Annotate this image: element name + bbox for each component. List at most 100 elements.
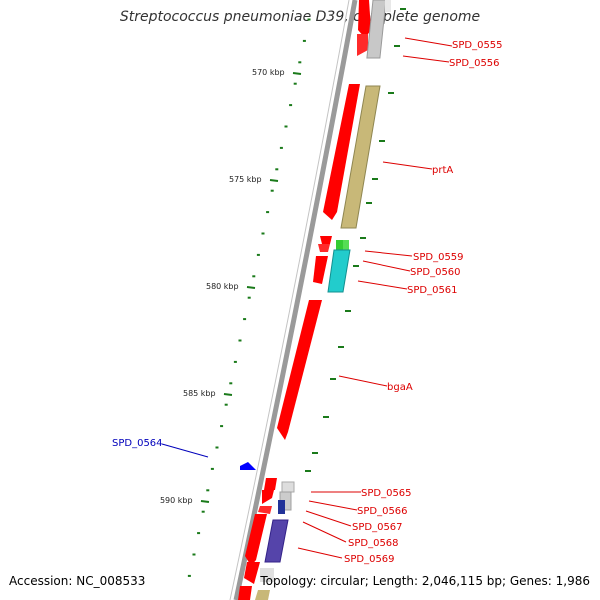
scale-tick-outer	[345, 310, 351, 312]
gene-label-spd-0560[interactable]: SPD_0560	[410, 267, 461, 278]
map-title: Streptococcus pneumoniae D39, complete g…	[119, 9, 481, 25]
scale-tick-minor	[293, 82, 297, 85]
genome-backbone-inner	[229, 0, 350, 600]
scale-tick-outer	[312, 452, 318, 454]
scale-tick-minor	[289, 104, 293, 107]
gene-label-spd-0556[interactable]: SPD_0556	[449, 58, 500, 69]
gene-feature[interactable]	[244, 562, 260, 584]
scale-tick-label: 570 kbp	[252, 68, 285, 77]
gene-feature[interactable]	[281, 481, 295, 493]
scale-tick-minor	[302, 39, 306, 42]
gene-feature[interactable]	[327, 249, 351, 293]
gene-label-spd-0559[interactable]: SPD_0559	[413, 252, 464, 263]
gene-features	[238, 0, 391, 600]
scale-tick-major	[292, 72, 302, 75]
gene-label-spd-0561[interactable]: SPD_0561	[407, 285, 458, 296]
scale-tick-minor	[275, 168, 279, 171]
gene-label-spd-0567[interactable]: SPD_0567	[352, 522, 403, 533]
gene-feature[interactable]	[238, 586, 252, 600]
scale-tick-minor	[243, 318, 247, 321]
scale-tick-major	[200, 500, 210, 503]
scale-tick-minor	[206, 489, 210, 492]
scale-tick-minor	[238, 339, 242, 342]
scale-tick-major	[246, 286, 256, 289]
gene-feature[interactable]	[240, 462, 256, 470]
gene-feature[interactable]	[260, 568, 274, 582]
scale-tick-minor	[279, 146, 283, 149]
gene-feature[interactable]	[264, 478, 277, 490]
scale-tick-minor	[261, 232, 265, 235]
gene-feature[interactable]	[385, 0, 391, 12]
scale-tick-minor	[307, 18, 311, 21]
scale-tick-minor	[192, 553, 196, 556]
genome-summary-text: Topology: circular; Length: 2,046,115 bp…	[260, 574, 590, 588]
gene-feature[interactable]	[323, 84, 360, 220]
gene-label-lines	[161, 37, 453, 559]
gene-label-spd-0565[interactable]: SPD_0565	[361, 488, 412, 499]
gene-label-spd-0555[interactable]: SPD_0555	[452, 40, 503, 51]
scale-tick-outer	[372, 178, 378, 180]
scale-tick-minor	[201, 510, 205, 513]
scale-tick-outer	[394, 45, 400, 47]
gene-label-spd-0566[interactable]: SPD_0566	[357, 506, 408, 517]
scale-tick-minor	[210, 467, 214, 470]
accession-text: Accession: NC_008533	[9, 574, 146, 588]
scale-tick-outer	[338, 346, 344, 348]
gene-feature[interactable]	[366, 0, 387, 59]
scale-tick-minor	[256, 253, 260, 256]
scale-ticks	[200, 72, 302, 503]
scale-tick-outer	[400, 8, 406, 10]
scale-tick-minor	[220, 425, 224, 428]
gene-feature[interactable]	[255, 590, 270, 600]
gene-feature[interactable]	[318, 244, 330, 252]
gene-feature[interactable]	[277, 300, 322, 440]
gene-feature[interactable]	[357, 34, 368, 56]
gene-labels: SPD_0555 SPD_0556 prtA SPD_0559 SPD_0560…	[112, 40, 503, 565]
scale-tick-outer	[305, 470, 311, 472]
gene-feature[interactable]	[245, 514, 267, 566]
genome-backbone	[233, 0, 358, 600]
scale-tick-outer	[366, 202, 372, 204]
scale-tick-outer	[323, 416, 329, 418]
scale-tick-minor	[197, 532, 201, 535]
scale-tick-label: 585 kbp	[183, 389, 216, 398]
gene-label-bgaa[interactable]: bgaA	[387, 382, 413, 393]
gene-label-spd-0568[interactable]: SPD_0568	[348, 538, 399, 549]
scale-tick-labels: 570 kbp 575 kbp 580 kbp 585 kbp 590 kbp	[160, 68, 285, 505]
scale-tick-minor	[270, 189, 274, 192]
gene-feature[interactable]	[313, 256, 328, 284]
scale-tick-label: 590 kbp	[160, 496, 193, 505]
scale-tick-minor	[247, 296, 251, 299]
scale-tick-outer	[330, 378, 336, 380]
gene-feature[interactable]	[320, 236, 332, 244]
scale-tick-major	[223, 393, 233, 396]
scale-tick-label: 575 kbp	[229, 175, 262, 184]
scale-tick-minor	[233, 360, 237, 363]
scale-tick-minor	[187, 574, 191, 577]
scale-tick-minor	[224, 403, 228, 406]
scale-tick-minor	[252, 275, 256, 278]
gene-feature[interactable]	[262, 490, 274, 504]
gene-feature[interactable]	[278, 500, 285, 514]
gene-label-spd-0569[interactable]: SPD_0569	[344, 554, 395, 565]
gene-feature[interactable]	[258, 506, 272, 514]
gene-feature[interactable]	[336, 240, 343, 250]
scale-tick-outer	[388, 92, 394, 94]
scale-tick-outer	[360, 237, 366, 239]
gene-feature[interactable]	[340, 85, 381, 229]
gene-feature[interactable]	[264, 519, 289, 563]
gene-label-spd-0564[interactable]: SPD_0564	[112, 438, 163, 449]
gene-feature[interactable]	[343, 240, 349, 250]
scale-tick-minor	[284, 125, 288, 128]
scale-tick-minor	[266, 211, 270, 214]
scale-tick-minor	[298, 61, 302, 64]
scale-tick-outer	[379, 140, 385, 142]
scale-tick-minor	[229, 382, 233, 385]
gene-feature[interactable]	[358, 0, 371, 38]
minor-ticks	[187, 8, 406, 577]
scale-tick-label: 580 kbp	[206, 282, 239, 291]
gene-label-prta[interactable]: prtA	[432, 165, 453, 176]
scale-tick-minor	[215, 446, 219, 449]
scale-tick-outer	[353, 265, 359, 267]
